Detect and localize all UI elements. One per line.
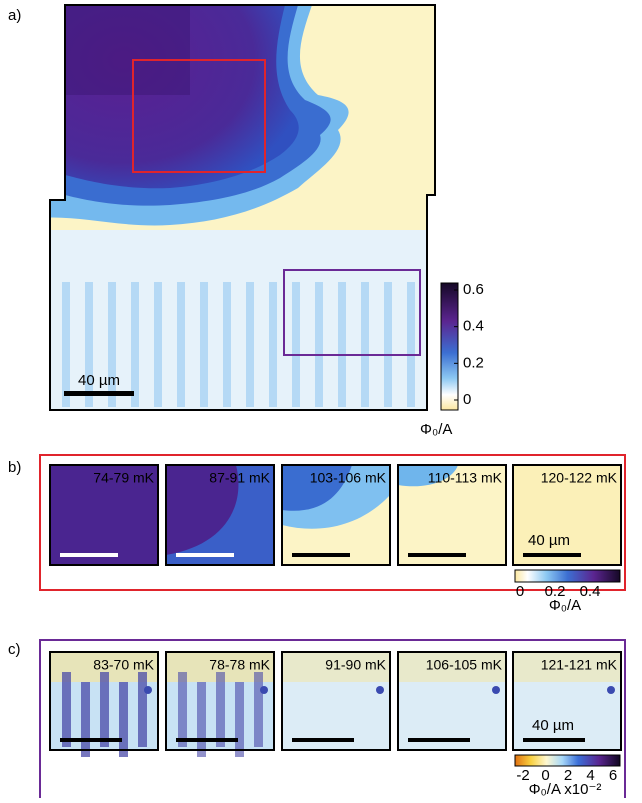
stripe [361, 282, 369, 407]
colorbar-tick-label: 0 [516, 583, 524, 600]
dot [607, 686, 615, 694]
scale-bar [60, 553, 118, 557]
scale-bar-label: 40 µm [532, 717, 574, 734]
scale-bar [523, 738, 585, 742]
colorbar-tick-label: 0.6 [463, 281, 484, 298]
panel-label: c) [8, 641, 21, 658]
colorbar [515, 755, 620, 766]
image-label: 121-121 mK [541, 657, 618, 673]
scale-bar [523, 553, 581, 557]
stripe [254, 672, 263, 747]
image-label: 83-70 mK [93, 657, 154, 673]
stripe [100, 672, 109, 747]
image-label: 74-79 mK [93, 470, 154, 486]
scale-bar [60, 738, 122, 742]
image-label: 110-113 mK [428, 470, 503, 486]
dot [144, 686, 152, 694]
scale-bar [292, 553, 350, 557]
panel-label: b) [8, 459, 21, 476]
scale-bar [408, 553, 466, 557]
stripe [315, 282, 323, 407]
stripe [177, 282, 185, 407]
colorbar-unit: Φ₀/A [549, 597, 581, 614]
stripe [246, 282, 254, 407]
image-label: 106-105 mK [426, 657, 503, 673]
map-image [40, 0, 440, 420]
stripe [200, 282, 208, 407]
stripe [269, 282, 277, 407]
dot [492, 686, 500, 694]
colorbar-tick-label: 0 [463, 391, 471, 408]
dot [376, 686, 384, 694]
stripe [178, 672, 187, 747]
dot [260, 686, 268, 694]
stripe [384, 282, 392, 407]
panel-label: a) [8, 7, 21, 24]
stripe [223, 282, 231, 407]
image-label: 91-90 mK [325, 657, 386, 673]
stripe [62, 672, 71, 747]
stripe [292, 282, 300, 407]
scale-bar [176, 553, 234, 557]
stripe [154, 282, 162, 407]
colorbar-unit: Φ₀/A [420, 421, 452, 438]
colorbar-unit: Φ₀/A x10⁻² [529, 781, 602, 798]
stripe [81, 682, 90, 757]
colorbar [441, 283, 458, 410]
scale-bar-label: 40 µm [78, 372, 120, 389]
stripe [62, 282, 70, 407]
colorbar-tick-label: 0.4 [463, 318, 484, 335]
colorbar-tick-label: 0.4 [580, 583, 601, 600]
stripe [216, 672, 225, 747]
stripe [338, 282, 346, 407]
scale-bar [176, 738, 238, 742]
colorbar-tick-label: 6 [609, 767, 617, 784]
stripe [131, 282, 139, 407]
image-label: 78-78 mK [209, 657, 270, 673]
colorbar [515, 570, 620, 582]
figure: a) 40 µm 0.6 0.4 0.2 0 Φ₀/A b) 74-79 mK 87-9… [0, 0, 642, 798]
colorbar-tick-label: 0.2 [463, 354, 484, 371]
stripe [407, 282, 415, 407]
scale-bar-label: 40 µm [528, 532, 570, 549]
scale-bar [292, 738, 354, 742]
image-label: 120-122 mK [541, 470, 618, 486]
stripe [197, 682, 206, 757]
stripe [138, 672, 147, 747]
image-label: 103-106 mK [310, 470, 387, 486]
scale-bar [408, 738, 470, 742]
image-label: 87-91 mK [209, 470, 270, 486]
stripe [235, 682, 244, 757]
stripe [119, 682, 128, 757]
scale-bar [64, 391, 134, 396]
